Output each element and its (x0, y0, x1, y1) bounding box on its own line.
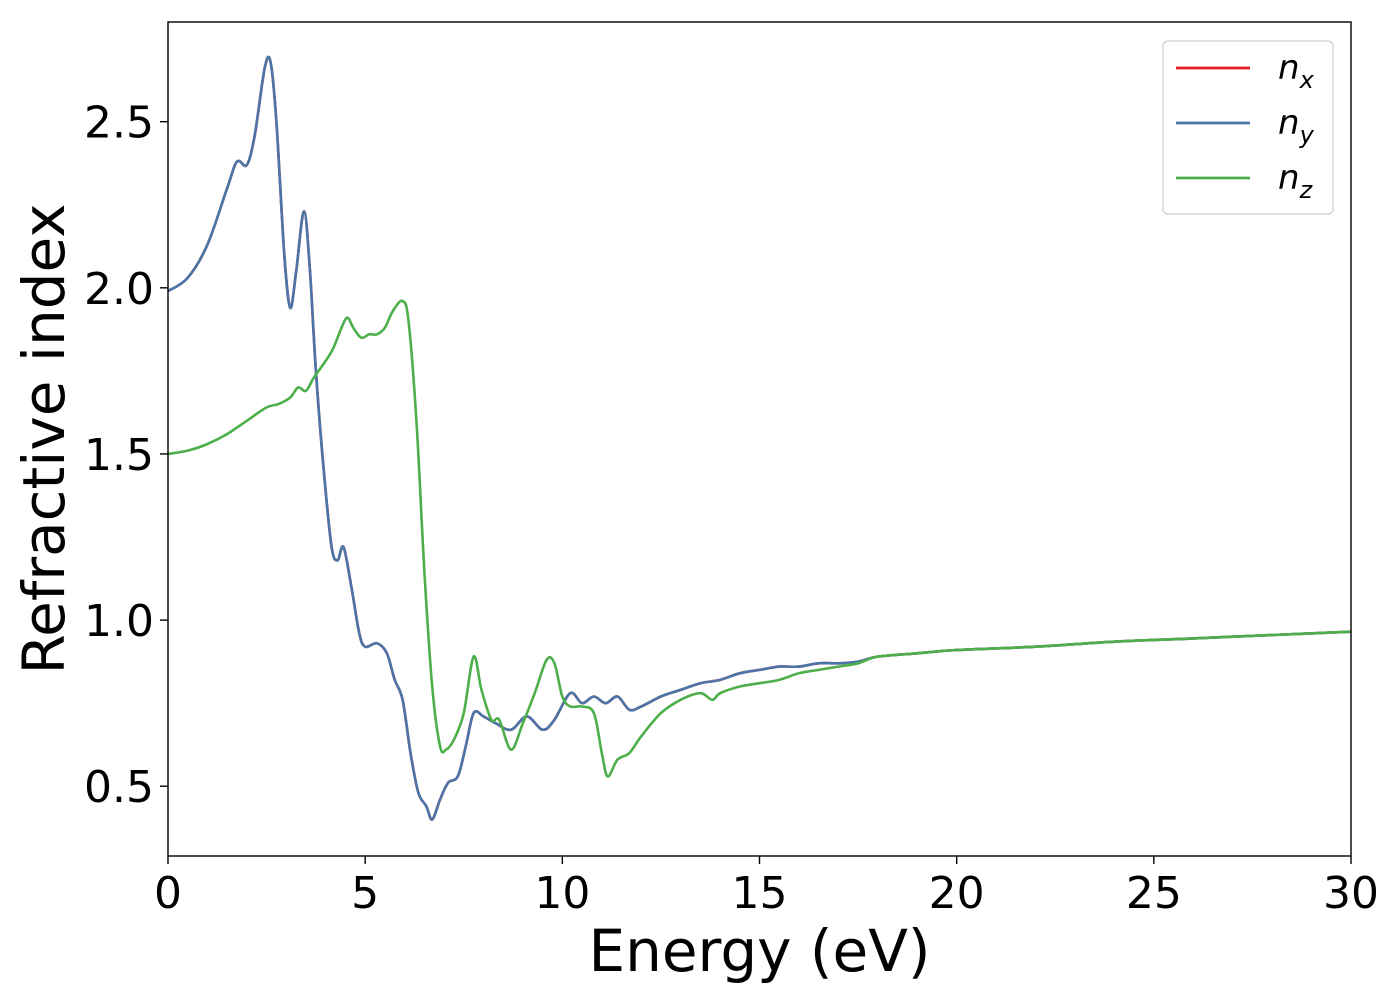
x-tick-label: 15 (732, 868, 788, 919)
series-line-z (167, 299, 1352, 778)
series-layer (167, 55, 1352, 821)
legend-box (1162, 40, 1334, 215)
plot-background (168, 22, 1351, 856)
y-tick-label: 1.5 (84, 430, 154, 481)
x-tick-label: 10 (534, 868, 590, 919)
legend: nx ny nz (1162, 40, 1334, 215)
x-axis-label: Energy (eV) (588, 917, 930, 985)
y-tick-label: 1.0 (84, 596, 154, 647)
y-axis: 0.5 1.0 1.5 2.0 2.5 (84, 98, 168, 813)
y-tick-label: 2.0 (84, 264, 154, 315)
series-line-y (167, 55, 1352, 821)
legend-label-y: ny (1278, 103, 1315, 149)
x-tick-label: 0 (154, 868, 182, 919)
x-tick-label: 30 (1323, 868, 1379, 919)
x-tick-label: 25 (1126, 868, 1182, 919)
legend-label-x: nx (1278, 48, 1315, 94)
x-tick-label: 5 (351, 868, 379, 919)
x-axis: 0 5 10 15 20 25 30 (154, 856, 1379, 919)
y-axis-label: Refractive index (10, 203, 78, 674)
legend-label-z: nz (1278, 158, 1314, 204)
y-tick-label: 0.5 (84, 762, 154, 813)
x-tick-label: 20 (929, 868, 985, 919)
y-tick-label: 2.5 (84, 98, 154, 149)
